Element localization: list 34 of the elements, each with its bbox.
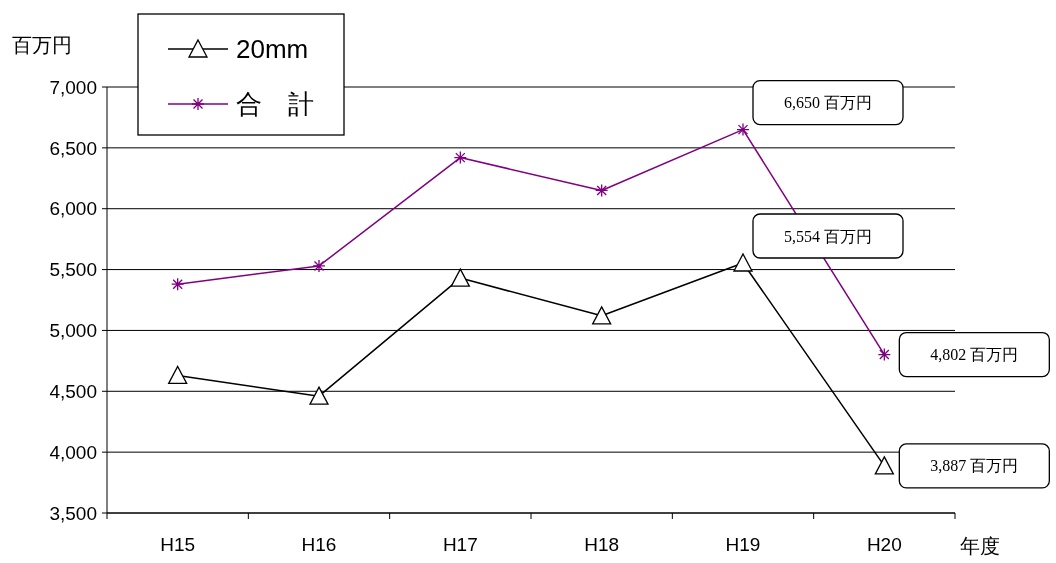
x-tick-label: H20 (866, 534, 902, 555)
annotation: 4,802 百万円 (930, 346, 1019, 364)
y-tick-label: 3,500 (49, 502, 97, 524)
y-tick-label: 5,000 (49, 320, 97, 342)
y-axis-title: 百万円 (12, 34, 72, 56)
annotation: 5,554 百万円 (784, 227, 872, 245)
point (874, 456, 894, 475)
point (877, 347, 891, 362)
point (736, 122, 750, 137)
point (595, 183, 609, 198)
point (168, 365, 188, 385)
point (171, 277, 185, 291)
legend-label: 20mm (236, 34, 309, 65)
x-tick-label: H16 (301, 534, 337, 555)
point (312, 259, 326, 273)
point (309, 386, 329, 405)
point (592, 306, 612, 325)
x-tick-label: H19 (725, 534, 761, 555)
y-tick-label: 4,500 (49, 380, 97, 402)
annotation: 3,887 百万円 (930, 457, 1019, 475)
annotation: 6,650 百万円 (784, 94, 872, 112)
y-tick-label: 5,500 (49, 259, 97, 281)
point (733, 253, 753, 272)
legend-label: 合 計 (236, 89, 314, 120)
point (453, 150, 467, 165)
x-tick-label: H18 (584, 534, 620, 555)
y-tick-label: 6,000 (49, 198, 97, 220)
x-tick-label: H15 (160, 534, 196, 555)
x-axis-title: 年度 (960, 535, 1000, 557)
y-tick-label: 6,500 (49, 137, 97, 159)
y-tick-label: 7,000 (49, 76, 97, 98)
point (450, 268, 470, 287)
y-tick-label: 4,000 (49, 441, 97, 463)
x-tick-label: H17 (442, 534, 478, 555)
